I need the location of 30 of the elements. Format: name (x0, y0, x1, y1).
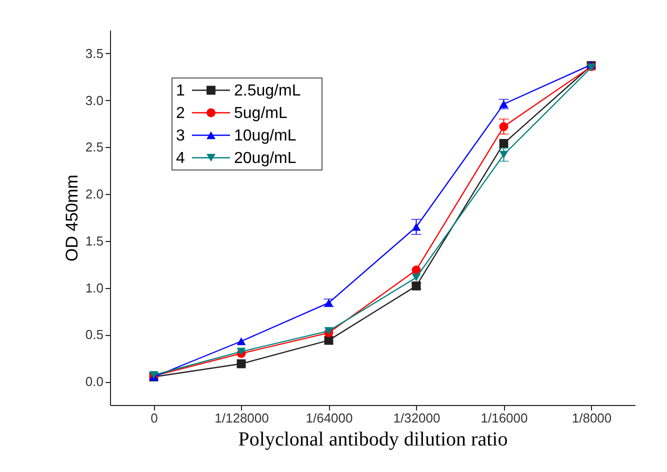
x-tick-label: 1/8000 (572, 410, 612, 426)
annotation: 1 (176, 82, 185, 100)
y-tick-label: 2.5 (85, 140, 104, 155)
x-axis-title: Polyclonal antibody dilution ratio (238, 428, 508, 450)
legend-label: 20ug/mL (234, 150, 296, 167)
y-tick-label: 3.0 (85, 92, 104, 108)
y-tick-label: 1.0 (85, 280, 104, 296)
point (324, 327, 334, 335)
y-tick-label: 2.0 (85, 186, 104, 202)
legend-label: 5ug/mL (234, 104, 288, 122)
x-tick-label: 1/64000 (306, 410, 353, 426)
x-tick-label: 1/128000 (214, 410, 269, 426)
x-tick-label: 0 (150, 410, 158, 426)
annotation: 2 (176, 104, 185, 122)
x-tick-label: 1/16000 (480, 410, 528, 426)
x-tick-label: 1/32000 (393, 410, 440, 426)
annotation: 3 (176, 127, 185, 144)
point (236, 348, 246, 356)
y-tick-label: 0.5 (85, 327, 104, 342)
y-tick-label: 3.5 (85, 46, 104, 61)
point (236, 359, 246, 368)
point (499, 138, 508, 148)
annotation: 4 (176, 150, 185, 167)
y-tick-label: 1.5 (85, 233, 104, 248)
legend-label: 2.5ug/mL (234, 82, 301, 100)
point (412, 274, 421, 282)
point (236, 337, 246, 346)
y-tick-label: 0.0 (85, 374, 104, 390)
legend-label: 10ug/mL (234, 127, 296, 144)
y-axis-title: OD 450mm (62, 174, 82, 262)
